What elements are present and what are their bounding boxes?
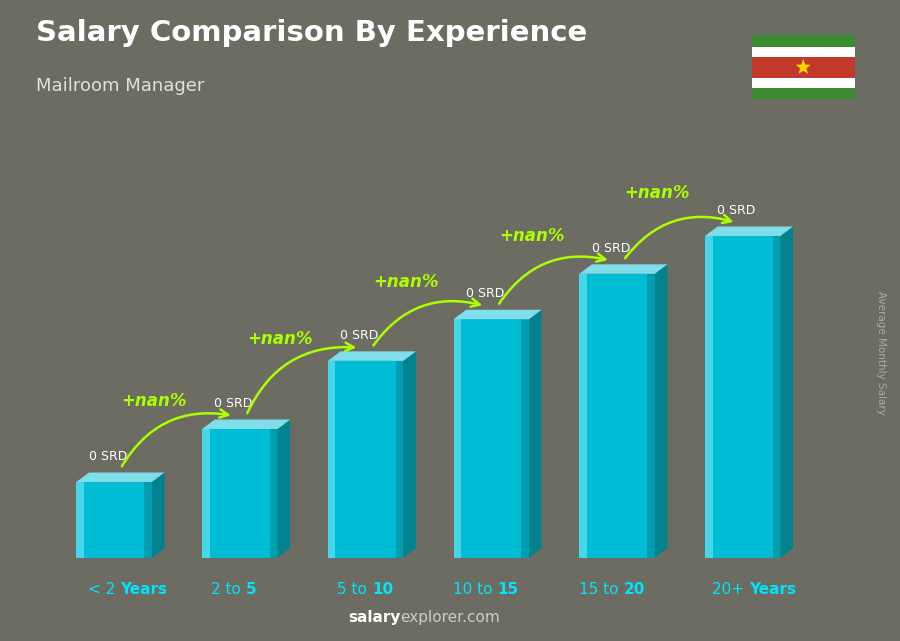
Text: 0 SRD: 0 SRD xyxy=(340,329,379,342)
Text: 0 SRD: 0 SRD xyxy=(591,242,630,255)
Polygon shape xyxy=(647,274,654,558)
Text: 10 to: 10 to xyxy=(454,582,498,597)
Polygon shape xyxy=(76,482,152,558)
Polygon shape xyxy=(654,264,667,558)
Text: Years: Years xyxy=(749,582,796,597)
Bar xyxy=(752,78,855,88)
Polygon shape xyxy=(529,310,542,558)
Polygon shape xyxy=(705,236,713,558)
Text: +nan%: +nan% xyxy=(499,228,564,246)
Polygon shape xyxy=(454,319,461,558)
Polygon shape xyxy=(152,472,165,558)
Polygon shape xyxy=(773,236,780,558)
Text: 20: 20 xyxy=(624,582,644,597)
Bar xyxy=(752,35,855,47)
Text: 15: 15 xyxy=(498,582,518,597)
Polygon shape xyxy=(202,429,277,558)
Polygon shape xyxy=(454,319,529,558)
Polygon shape xyxy=(580,264,667,274)
Polygon shape xyxy=(202,419,290,429)
Text: Years: Years xyxy=(121,582,167,597)
Polygon shape xyxy=(403,351,416,558)
Text: 15 to: 15 to xyxy=(579,582,624,597)
Text: < 2: < 2 xyxy=(88,582,121,597)
Text: explorer.com: explorer.com xyxy=(400,610,500,625)
Text: Mailroom Manager: Mailroom Manager xyxy=(36,77,204,95)
Text: +nan%: +nan% xyxy=(122,392,187,410)
Polygon shape xyxy=(202,429,210,558)
Polygon shape xyxy=(705,226,793,236)
Text: 0 SRD: 0 SRD xyxy=(214,397,253,410)
Text: 0 SRD: 0 SRD xyxy=(89,450,127,463)
Polygon shape xyxy=(780,226,793,558)
Text: 20+: 20+ xyxy=(712,582,749,597)
Text: 0 SRD: 0 SRD xyxy=(717,204,756,217)
Bar xyxy=(752,47,855,56)
Polygon shape xyxy=(796,59,811,74)
Polygon shape xyxy=(76,482,84,558)
Polygon shape xyxy=(705,236,780,558)
Text: salary: salary xyxy=(348,610,400,625)
Bar xyxy=(752,88,855,99)
Polygon shape xyxy=(580,274,654,558)
Polygon shape xyxy=(328,351,416,361)
Polygon shape xyxy=(396,361,403,558)
Text: +nan%: +nan% xyxy=(625,184,690,202)
Polygon shape xyxy=(328,361,336,558)
Text: 5 to: 5 to xyxy=(338,582,372,597)
Text: Salary Comparison By Experience: Salary Comparison By Experience xyxy=(36,19,587,47)
Polygon shape xyxy=(454,310,542,319)
Polygon shape xyxy=(277,419,290,558)
Text: +nan%: +nan% xyxy=(374,273,438,291)
Polygon shape xyxy=(580,274,587,558)
Text: +nan%: +nan% xyxy=(248,329,313,347)
Bar xyxy=(752,56,855,78)
Polygon shape xyxy=(144,482,152,558)
Polygon shape xyxy=(521,319,529,558)
Text: Average Monthly Salary: Average Monthly Salary xyxy=(877,290,886,415)
Polygon shape xyxy=(76,472,165,482)
Polygon shape xyxy=(328,361,403,558)
Text: 10: 10 xyxy=(372,582,393,597)
Text: 2 to: 2 to xyxy=(212,582,246,597)
Text: 0 SRD: 0 SRD xyxy=(466,287,504,300)
Polygon shape xyxy=(270,429,277,558)
Text: 5: 5 xyxy=(246,582,256,597)
